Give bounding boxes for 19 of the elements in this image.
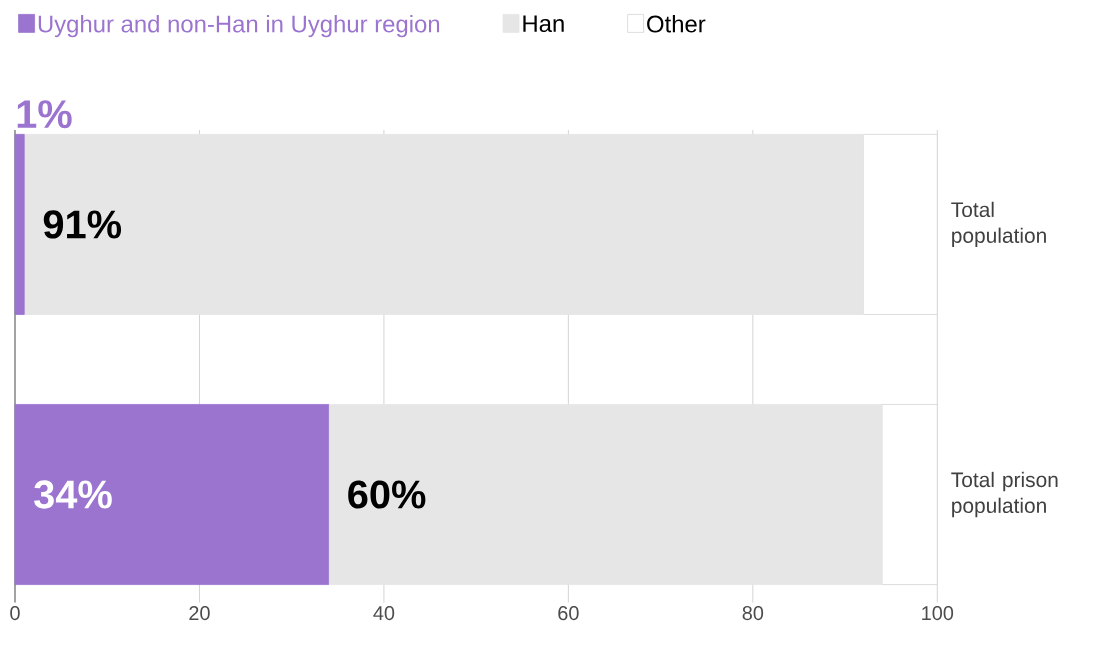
y-tick-label: Total prison population <box>951 471 1058 517</box>
legend-label: Han <box>523 15 564 32</box>
x-tick-label: 100 <box>922 605 954 620</box>
bar <box>14 133 25 315</box>
x-tick-label: 20 <box>189 605 210 620</box>
bar <box>23 133 864 315</box>
data-label: 60% <box>348 480 426 509</box>
legend-label: Uyghur and non-Han in Uyghur region <box>38 14 440 38</box>
y-tick-label: Total population <box>951 201 1046 247</box>
x-tick-label: 0 <box>10 605 20 620</box>
bar <box>14 403 329 585</box>
data-label: 91% <box>43 210 122 239</box>
x-tick-label: 40 <box>373 605 395 620</box>
data-label: 34% <box>34 480 112 509</box>
data-label: 1% <box>17 99 72 128</box>
x-tick-label: 80 <box>742 605 764 620</box>
x-tick-label: 60 <box>558 605 579 620</box>
bar <box>328 403 883 585</box>
legend-label: Other <box>647 14 706 33</box>
